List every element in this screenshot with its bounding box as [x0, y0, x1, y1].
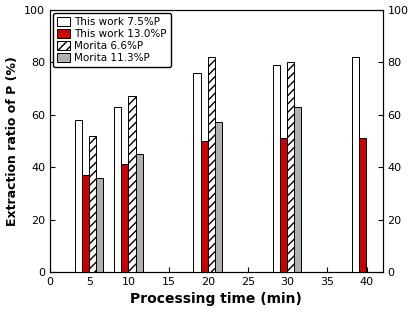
Bar	[81, 175, 89, 272]
Bar	[293, 107, 300, 272]
Bar	[200, 141, 207, 272]
X-axis label: Processing time (min): Processing time (min)	[130, 292, 301, 306]
Bar	[279, 138, 286, 272]
Bar	[89, 135, 96, 272]
Y-axis label: Extraction ratio of P (%): Extraction ratio of P (%)	[5, 56, 19, 226]
Bar	[114, 107, 121, 272]
Bar	[121, 164, 128, 272]
Bar	[214, 122, 221, 272]
Bar	[351, 57, 358, 272]
Bar	[135, 154, 142, 272]
Bar	[128, 96, 135, 272]
Bar	[193, 73, 200, 272]
Bar	[272, 65, 279, 272]
Bar	[286, 62, 293, 272]
Bar	[74, 120, 81, 272]
Bar	[207, 57, 214, 272]
Legend: This work 7.5%P, This work 13.0%P, Morita 6.6%P, Morita 11.3%P: This work 7.5%P, This work 13.0%P, Morit…	[53, 13, 170, 67]
Bar	[358, 138, 365, 272]
Bar	[96, 178, 103, 272]
